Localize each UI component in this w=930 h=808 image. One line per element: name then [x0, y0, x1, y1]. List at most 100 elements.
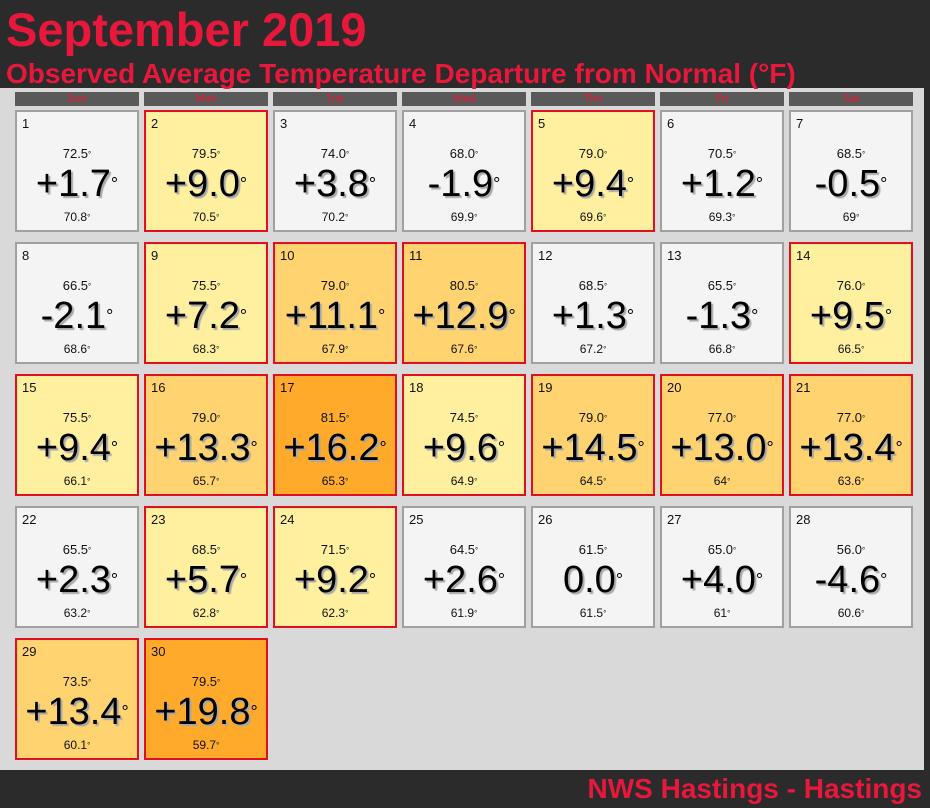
day-cell: 4 68.0° -1.9° 69.9° [402, 110, 526, 232]
degree: ° [603, 609, 607, 618]
degree: ° [880, 174, 888, 194]
departure: +11.1° [275, 294, 395, 338]
degree: ° [250, 438, 258, 458]
degree: ° [88, 678, 92, 687]
degree: ° [755, 174, 764, 194]
departure-value: -4.6 [814, 559, 881, 601]
departure: +9.6° [404, 426, 524, 470]
departure-value: +9.4 [35, 427, 111, 469]
normal-value: 61.9 [450, 606, 475, 620]
degree: ° [732, 213, 736, 222]
degree: ° [475, 150, 479, 159]
observed-value: 75.5 [191, 278, 218, 293]
degree: ° [861, 609, 865, 618]
degree: ° [239, 570, 248, 590]
degree: ° [604, 282, 608, 291]
day-number: 11 [409, 248, 423, 263]
degree: ° [497, 438, 506, 458]
normal-value: 60.1 [63, 738, 88, 752]
day-number: 15 [22, 380, 37, 395]
day-cell: 12 68.5° +1.3° 67.2° [531, 242, 655, 364]
day-number: 3 [280, 116, 288, 131]
day-cell: 22 65.5° +2.3° 63.2° [15, 506, 139, 628]
day-number: 16 [151, 380, 166, 395]
day-number: 7 [796, 116, 804, 131]
day-cell: 3 74.0° +3.8° 70.2° [273, 110, 397, 232]
degree: ° [216, 609, 220, 618]
day-number: 22 [22, 512, 37, 527]
degree: ° [87, 741, 91, 750]
normal-value: 64 [713, 474, 728, 488]
departure: +5.7° [146, 558, 266, 602]
degree: ° [88, 546, 92, 555]
day-cell: 18 74.5° +9.6° 64.9° [402, 374, 526, 496]
observed-temp: 74.5° [404, 410, 524, 425]
degree: ° [604, 546, 608, 555]
normal-value: 69.6 [579, 210, 604, 224]
degree: ° [615, 570, 624, 590]
normal-temp: 67.6° [404, 342, 524, 356]
observed-value: 66.5 [62, 278, 89, 293]
observed-value: 77.0 [836, 410, 863, 425]
observed-temp: 79.0° [533, 410, 653, 425]
header-band: September 2019 Observed Average Temperat… [0, 0, 930, 89]
degree: ° [497, 570, 506, 590]
observed-temp: 74.0° [275, 146, 395, 161]
observed-value: 73.5 [62, 674, 89, 689]
normal-value: 61 [713, 606, 728, 620]
observed-temp: 66.5° [17, 278, 137, 293]
degree: ° [88, 282, 92, 291]
observed-value: 81.5 [320, 410, 347, 425]
departure-value: +7.2 [164, 295, 240, 337]
departure-value: 0.0 [562, 559, 616, 601]
observed-temp: 77.0° [662, 410, 782, 425]
degree: ° [604, 150, 608, 159]
departure: +16.2° [275, 426, 395, 470]
departure-value: +16.2 [283, 427, 380, 469]
degree: ° [727, 477, 731, 486]
observed-temp: 71.5° [275, 542, 395, 557]
normal-temp: 59.7° [146, 738, 266, 752]
normal-temp: 61.5° [533, 606, 653, 620]
degree: ° [751, 306, 759, 326]
observed-value: 76.0 [836, 278, 863, 293]
day-cell: 15 75.5° +9.4° 66.1° [15, 374, 139, 496]
day-number: 9 [151, 248, 159, 263]
day-number: 26 [538, 512, 553, 527]
day-cell: 25 64.5° +2.6° 61.9° [402, 506, 526, 628]
departure-value: +11.1 [284, 295, 379, 337]
day-number: 18 [409, 380, 424, 395]
day-number: 20 [667, 380, 682, 395]
degree: ° [368, 570, 377, 590]
footer: NWS Hastings - Hastings [587, 773, 922, 804]
observed-temp: 73.5° [17, 674, 137, 689]
departure-value: -1.9 [427, 163, 494, 205]
day-number: 24 [280, 512, 295, 527]
observed-value: 79.0 [578, 410, 605, 425]
observed-temp: 79.0° [533, 146, 653, 161]
day-cell: 17 81.5° +16.2° 65.3° [273, 374, 397, 496]
day-cell: 23 68.5° +5.7° 62.8° [144, 506, 268, 628]
normal-temp: 69.6° [533, 210, 653, 224]
degree: ° [475, 546, 479, 555]
degree: ° [216, 741, 220, 750]
day-number: 27 [667, 512, 682, 527]
degree: ° [895, 438, 903, 458]
degree: ° [250, 702, 258, 722]
normal-value: 66.8 [708, 342, 733, 356]
day-number: 19 [538, 380, 553, 395]
degree: ° [508, 306, 516, 326]
normal-temp: 65.7° [146, 474, 266, 488]
departure: +13.3° [146, 426, 266, 470]
day-cell: 13 65.5° -1.3° 66.8° [660, 242, 784, 364]
day-number: 12 [538, 248, 553, 263]
normal-temp: 68.6° [17, 342, 137, 356]
normal-value: 60.6 [837, 606, 862, 620]
observed-value: 79.5 [191, 674, 218, 689]
departure: +13.4° [17, 690, 137, 734]
observed-value: 68.5 [836, 146, 863, 161]
day-number: 8 [22, 248, 30, 263]
departure: +9.4° [17, 426, 137, 470]
departure: +9.2° [275, 558, 395, 602]
day-number: 17 [280, 380, 295, 395]
